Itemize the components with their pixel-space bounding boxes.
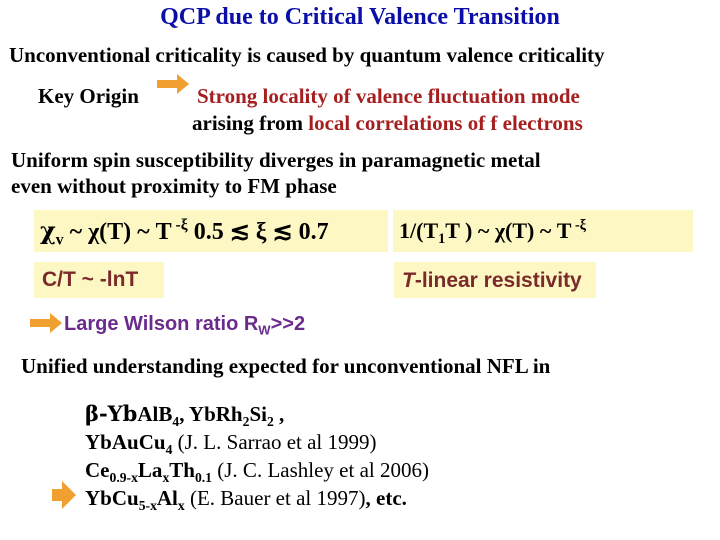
specific-heat-box: C/T ~ -lnT (34, 262, 164, 298)
key-origin-prefix: arising from (192, 111, 309, 135)
material-1-a: AlB (137, 402, 173, 426)
resistivity-T: T (402, 269, 415, 292)
material-4-sub1: 5-x (138, 497, 157, 513)
resistivity-box: T-linear resistivity (394, 262, 596, 298)
formula2-part1: 1/(T (399, 218, 439, 243)
materials-list: β-YbAlB4, YbRh2Si2 , YbAuCu4 (J. L. Sarr… (85, 400, 429, 512)
formula2-part2: T ) ~ χ(T) ~ T (445, 218, 572, 243)
material-4-tail: , etc. (365, 486, 407, 510)
material-1-prefix: β-Yb (85, 401, 138, 426)
specific-heat-text: C/T ~ -lnT (42, 268, 139, 291)
material-2-ref: (J. L. Sarrao et al 1999) (172, 430, 377, 454)
formula-exponent: -ξ (171, 216, 188, 234)
wilson-text: Large Wilson ratio R (64, 313, 259, 335)
wilson-ratio: Large Wilson ratio RW>>2 (64, 313, 306, 338)
chi-subscript: v (55, 231, 64, 249)
material-2: YbAu (85, 430, 139, 454)
key-origin-label: Key Origin (38, 84, 139, 108)
relaxation-formula-box: 1/(T1T ) ~ χ(T) ~ T -ξ (393, 210, 693, 252)
key-origin-text: Strong locality of valence fluctuation m… (197, 84, 580, 108)
material-4-sub2: x (177, 497, 185, 513)
key-origin-highlight: local correlations of f electrons (308, 111, 583, 135)
material-3: Ce (85, 458, 110, 482)
material-1-c: Si (249, 402, 267, 426)
uniform-line-1: Uniform spin susceptibility diverges in … (11, 148, 541, 172)
material-2-cu: Cu (138, 430, 166, 454)
material-line-3: Ce0.9-xLaxTh0.1 (J. C. Lashley et al 200… (85, 456, 429, 484)
material-3-sub2: x (162, 469, 170, 485)
uniform-line-2: even without proximity to FM phase (11, 174, 337, 198)
material-1-b-sub: 2 (242, 413, 250, 429)
xi-range: 0.5 ≲ ξ ≲ 0.7 (187, 219, 329, 245)
wilson-tail: >>2 (270, 313, 306, 335)
material-1-b: , YbRh (179, 402, 243, 426)
material-1-tail: , (273, 402, 285, 426)
material-line-4: YbCu5-xAlx (E. Bauer et al 1997), etc. (85, 484, 429, 512)
arrow-right-icon (52, 481, 76, 509)
resistivity-text: T-linear resistivity (402, 269, 582, 293)
material-4: YbCu (85, 486, 139, 510)
material-3-la: La (137, 458, 163, 482)
material-1-a-sub: 4 (172, 413, 180, 429)
formula2-sub: 1 (438, 231, 446, 247)
page-title: QCP due to Critical Valence Transition (160, 4, 560, 30)
arrow-right-icon (157, 74, 189, 94)
arrow-right-icon (30, 313, 62, 333)
material-3-ref: (J. C. Lashley et al 2006) (212, 458, 429, 482)
material-4-al: Al (156, 486, 178, 510)
relaxation-formula: 1/(T1T ) ~ χ(T) ~ T -ξ (399, 217, 587, 247)
formula-mid: ~ χ(T) ~ T (63, 219, 172, 245)
material-1-c-sub: 2 (266, 413, 274, 429)
susceptibility-formula: χv ~ χ(T) ~ T -ξ 0.5 ≲ ξ ≲ 0.7 (40, 216, 329, 249)
wilson-subscript: W (258, 322, 271, 338)
material-4-ref: (E. Bauer et al 1997) (184, 486, 366, 510)
susceptibility-formula-box: χv ~ χ(T) ~ T -ξ 0.5 ≲ ξ ≲ 0.7 (34, 210, 388, 252)
chi-symbol: χ (40, 216, 56, 245)
material-3-th: Th (169, 458, 195, 482)
formula2-exponent: -ξ (571, 217, 587, 234)
material-2-sub: 4 (165, 441, 173, 457)
material-line-1: β-YbAlB4, YbRh2Si2 , (85, 400, 429, 428)
unified-statement: Unified understanding expected for uncon… (21, 354, 551, 378)
material-3-sub1: 0.9-x (109, 469, 138, 485)
resistivity-rest: -linear resistivity (414, 269, 582, 292)
criticality-statement: Unconventional criticality is caused by … (9, 43, 605, 67)
material-3-sub3: 0.1 (194, 469, 213, 485)
material-line-2: YbAuCu4 (J. L. Sarrao et al 1999) (85, 428, 429, 456)
key-origin-text-2: arising from local correlations of f ele… (192, 111, 583, 136)
